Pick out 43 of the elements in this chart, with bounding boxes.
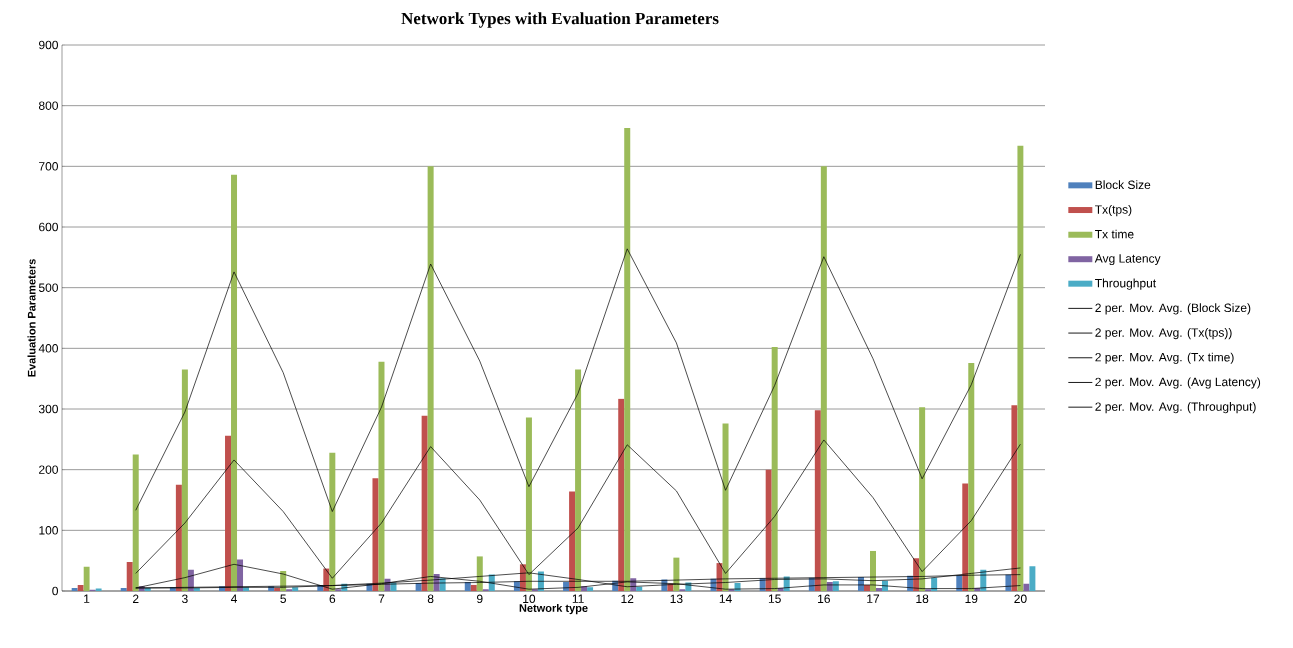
x-tick-label: 10	[523, 594, 536, 604]
legend-label: Block Size	[1095, 180, 1151, 190]
y-tick-label: 700	[39, 162, 58, 171]
x-tick-label: 1	[84, 594, 90, 603]
legend-label: Tx(tps)	[1095, 204, 1132, 217]
legend-label: 2 per. Mov. Avg. (Avg Latency)	[1095, 377, 1261, 389]
x-tick-label: 11	[572, 594, 584, 603]
x-tick-label: 6	[329, 594, 336, 604]
y-tick-label: 900	[39, 40, 58, 50]
x-axis-title: Network type	[519, 603, 588, 615]
x-tick-label: 15	[768, 594, 781, 603]
x-tick-label: 9	[477, 594, 483, 604]
y-tick-label: 800	[38, 101, 58, 110]
legend-label: Tx time	[1095, 229, 1134, 239]
legend-label: Avg Latency	[1094, 254, 1161, 266]
x-tick-label: 19	[965, 594, 978, 604]
x-tick-label: 8	[427, 594, 434, 604]
x-tick-label: 2	[132, 594, 139, 603]
x-tick-label: 14	[719, 594, 732, 603]
y-tick-label: 600	[39, 222, 58, 232]
x-tick-label: 5	[280, 594, 287, 603]
legend-label: 2 per. Mov. Avg. (Tx time)	[1095, 352, 1234, 364]
legend-label: 2 per. Mov. Avg. (Tx(tps))	[1095, 327, 1232, 340]
y-tick-label: 100	[39, 526, 58, 535]
y-tick-label: 400	[38, 344, 58, 353]
x-tick-label: 16	[818, 594, 830, 604]
x-tick-label: 13	[670, 594, 683, 604]
legend-label: 2 per. Mov. Avg. (Throughput)	[1095, 402, 1256, 414]
y-axis-title: Evaluation Parameters	[27, 259, 36, 377]
x-tick-label: 20	[1014, 594, 1027, 604]
y-tick-label: 0	[52, 586, 58, 596]
legend-label: 2 per. Mov. Avg. (Block Size)	[1095, 303, 1251, 315]
x-tick-label: 7	[378, 594, 385, 603]
x-tick-label: 3	[182, 594, 188, 604]
chart-title: Network Types with Evaluation Parameters	[401, 12, 719, 28]
y-tick-label: 200	[39, 465, 58, 474]
y-tick-label: 500	[38, 283, 58, 292]
x-tick-label: 4	[230, 594, 238, 603]
x-tick-label: 17	[867, 594, 880, 603]
x-tick-label: 12	[621, 594, 634, 603]
x-tick-label: 18	[916, 594, 929, 604]
y-tick-label: 300	[38, 404, 58, 414]
legend-label: Throughput	[1095, 278, 1157, 290]
